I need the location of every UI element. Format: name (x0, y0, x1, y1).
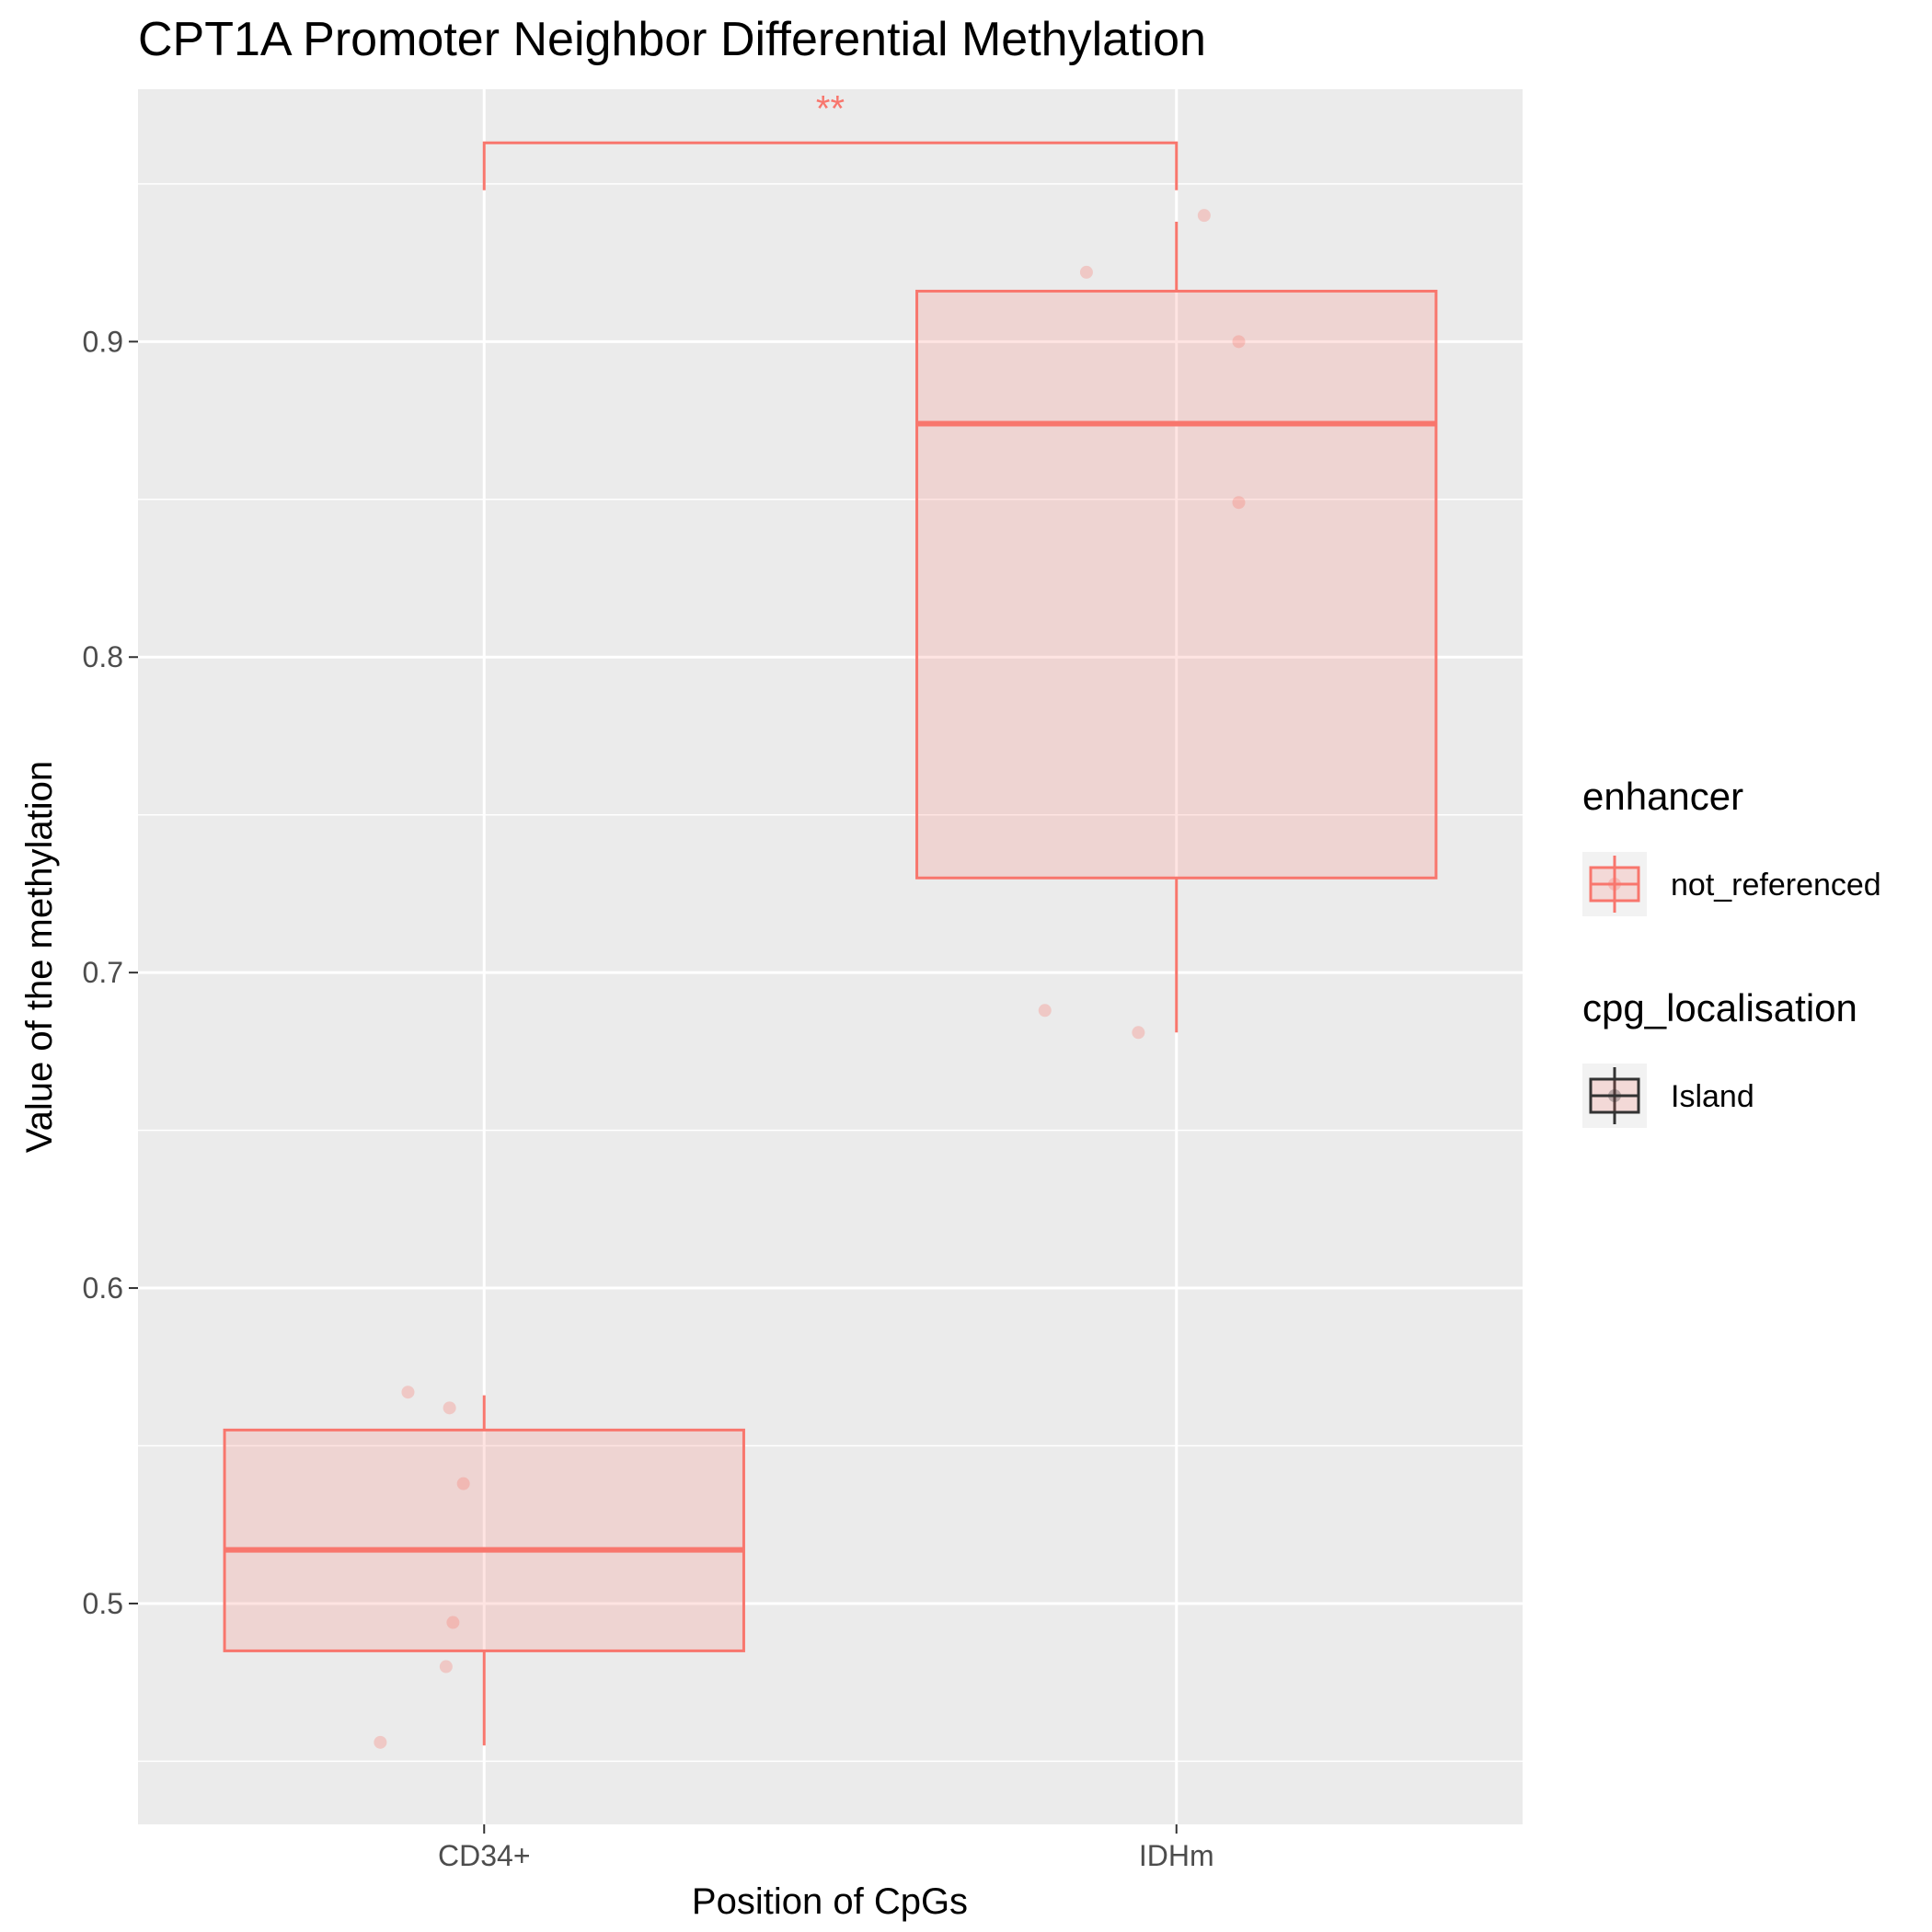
legend-title: cpg_localisation (1582, 986, 1857, 1029)
data-point (446, 1616, 460, 1629)
box-iqr (915, 289, 1438, 880)
significance-annotation: ** (482, 88, 1179, 190)
x-tick-label: CD34+ (438, 1839, 531, 1872)
legend-entry-label: not_referenced (1671, 868, 1881, 903)
data-point (1232, 335, 1246, 349)
y-tick-label: 0.6 (83, 1271, 123, 1305)
legend: enhancer not_referenced cpg_localisation Is… (1582, 775, 1881, 1128)
significance-bracket (482, 141, 1179, 190)
significance-label: ** (816, 88, 845, 129)
data-point (1079, 265, 1093, 279)
y-axis-title: Value of the methylation (19, 761, 60, 1153)
legend-enhancer: enhancer not_referenced (1582, 775, 1881, 916)
x-axis-title: Position of CpGs (692, 1881, 968, 1922)
legend-entry-label: Island (1671, 1079, 1754, 1114)
box-IDHm (915, 222, 1438, 1033)
data-point (443, 1401, 456, 1415)
y-tick-label: 0.8 (83, 640, 123, 673)
grid-lines (138, 89, 1523, 1824)
legend-cpg_localisation: cpg_localisation Island (1582, 986, 1857, 1128)
legend-title: enhancer (1582, 775, 1743, 818)
legend-key-point (1608, 1089, 1621, 1102)
data-point (401, 1386, 415, 1399)
y-tick-label: 0.5 (83, 1587, 123, 1620)
data-point (439, 1660, 453, 1673)
y-tick-label: 0.9 (83, 325, 123, 358)
data-point (1197, 209, 1211, 223)
plot-panel (138, 89, 1523, 1824)
x-tick-label: IDHm (1139, 1839, 1214, 1872)
chart-title: CPT1A Promoter Neighbor Differential Met… (138, 13, 1206, 66)
box-layer (223, 222, 1438, 1746)
box-iqr (223, 1428, 745, 1652)
box-CD34+ (223, 1395, 745, 1746)
point-layer (374, 209, 1246, 1749)
data-point (1038, 1004, 1052, 1018)
data-point (1132, 1026, 1145, 1040)
y-tick-label: 0.7 (83, 956, 123, 989)
data-point (374, 1735, 387, 1749)
legend-key-point (1608, 878, 1621, 891)
data-point (456, 1477, 470, 1490)
data-point (1232, 496, 1246, 510)
axes: 0.5 0.6 0.7 0.8 0.9 CD34+ IDHm (83, 325, 1214, 1872)
